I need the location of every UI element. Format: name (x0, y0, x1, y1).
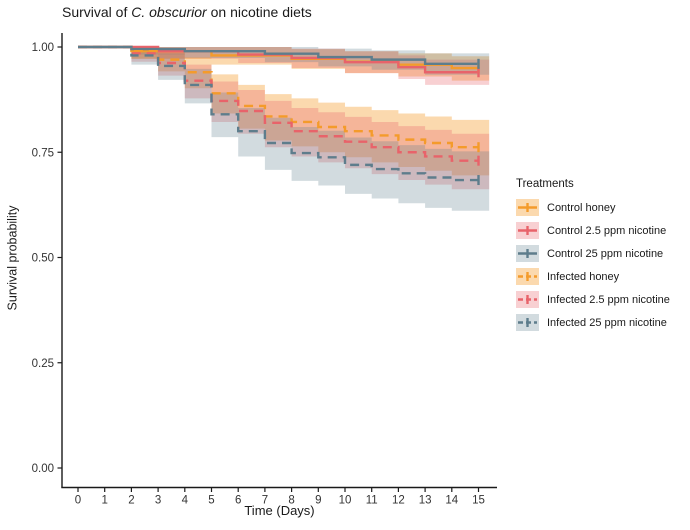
legend-key-icon-2 (516, 245, 539, 262)
legend-label-4: Infected 2.5 ppm nicotine (547, 293, 670, 306)
legend-item-4: Infected 2.5 ppm nicotine (516, 288, 688, 311)
legend-label-1: Control 2.5 ppm nicotine (547, 224, 667, 237)
y-tick-label-3: 0.75 (32, 147, 54, 159)
legend-key-icon-5 (516, 314, 539, 331)
legend-item-5: Infected 25 ppm nicotine (516, 311, 688, 334)
y-tick-label-1: 0.25 (32, 358, 54, 370)
legend-label-5: Infected 25 ppm nicotine (547, 316, 667, 329)
x-tick-label-12: 12 (392, 495, 405, 507)
legend-items: Control honey Control 2.5 ppm nicotine Con… (516, 196, 688, 334)
y-tick-label-4: 1.00 (32, 42, 54, 54)
x-tick-label-13: 13 (419, 495, 432, 507)
survival-curve-5 (78, 45, 479, 182)
x-tick-label-6: 6 (235, 495, 241, 507)
x-tick-label-15: 15 (472, 495, 485, 507)
y-tick-label-2: 0.50 (32, 253, 54, 265)
legend-title: Treatments (516, 178, 574, 190)
ci-ribbon-5 (78, 47, 490, 211)
x-tick-label-11: 11 (366, 495, 378, 507)
ci-ribbon-2 (78, 47, 490, 75)
survival-curve-3 (78, 45, 479, 149)
x-axis-title: Time (Days) (244, 503, 315, 518)
x-tick-label-3: 3 (155, 495, 161, 507)
chart-title-suffix: on nicotine diets (206, 4, 312, 20)
x-tick-label-2: 2 (128, 495, 134, 507)
y-tick-label-0: 0.00 (32, 463, 54, 475)
x-tick-label-9: 9 (315, 495, 321, 507)
legend-label-3: Infected honey (547, 270, 620, 283)
x-tick-label-4: 4 (182, 495, 189, 507)
legend-label-2: Control 25 ppm nicotine (547, 247, 664, 260)
legend-item-3: Infected honey (516, 265, 688, 288)
x-tick-label-0: 0 (75, 495, 81, 507)
x-tick-label-1: 1 (101, 495, 107, 507)
ci-ribbon-4 (78, 47, 490, 190)
chart-title: Survival of C. obscurior on nicotine die… (62, 4, 312, 20)
x-tick-label-10: 10 (339, 495, 352, 507)
legend-key-icon-4 (516, 291, 539, 308)
chart-title-species: C. obscurior (131, 4, 207, 20)
legend-key-icon-1 (516, 222, 539, 239)
legend-label-0: Control honey (547, 201, 616, 214)
legend: Treatments Control honey Control 2.5 ppm … (516, 178, 688, 334)
ci-ribbon-0 (78, 47, 490, 81)
x-tick-label-14: 14 (445, 495, 458, 507)
x-tick-label-7: 7 (262, 495, 268, 507)
chart-title-prefix: Survival of (62, 4, 132, 20)
legend-key-icon-0 (516, 199, 539, 216)
legend-key-icon-3 (516, 268, 539, 285)
y-axis-title: Survival probability (0, 0, 24, 515)
y-axis-title-text: Survival probability (5, 205, 20, 310)
legend-item-1: Control 2.5 ppm nicotine (516, 219, 688, 242)
legend-item-2: Control 25 ppm nicotine (516, 242, 688, 265)
ci-ribbon-3 (78, 47, 490, 176)
x-tick-label-8: 8 (288, 495, 294, 507)
x-tick-label-5: 5 (208, 495, 214, 507)
survival-curve-2 (78, 45, 479, 66)
legend-item-0: Control honey (516, 196, 688, 219)
ci-ribbon-1 (78, 47, 490, 85)
survival-curve-4 (78, 45, 479, 162)
